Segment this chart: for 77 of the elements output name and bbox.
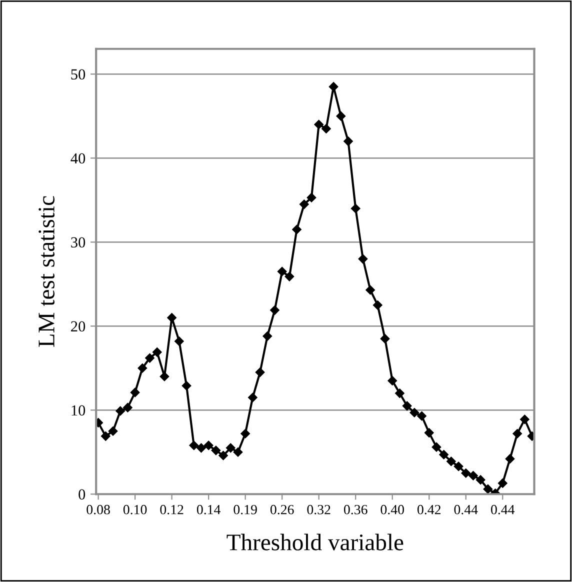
point: [240, 429, 250, 438]
x-tick-label: 0.42: [418, 504, 441, 514]
point: [123, 402, 132, 412]
point: [218, 450, 228, 460]
point: [306, 192, 316, 202]
point: [417, 411, 426, 421]
point: [336, 111, 346, 121]
point: [248, 392, 258, 402]
point: [314, 120, 324, 130]
point: [233, 447, 243, 457]
point: [174, 336, 184, 346]
point: [138, 363, 148, 373]
point: [366, 285, 375, 295]
x-tick-label: 0.44: [491, 504, 515, 514]
point: [350, 204, 360, 214]
point: [167, 313, 176, 322]
point: [395, 388, 404, 398]
x-tick-label: 0.08: [86, 504, 110, 514]
x-tick-label: 0.40: [380, 504, 404, 514]
y-tick-label: 20: [71, 321, 86, 332]
y-axis-title: LM test statistic: [38, 196, 54, 347]
point: [520, 414, 530, 424]
x-tick-label: 0.12: [160, 504, 184, 514]
point: [277, 266, 287, 276]
point: [373, 300, 382, 310]
y-tick-label: 10: [72, 405, 86, 416]
x-tick-label: 0.32: [307, 504, 330, 514]
point: [344, 136, 353, 146]
point: [322, 124, 331, 134]
point: [476, 475, 486, 484]
point: [101, 432, 110, 441]
point: [468, 471, 478, 480]
y-tick-label: 50: [71, 69, 86, 80]
point: [284, 272, 294, 282]
point: [196, 443, 206, 453]
point: [262, 332, 272, 341]
point: [439, 450, 448, 460]
point: [424, 428, 434, 438]
point: [130, 388, 140, 398]
point: [498, 478, 508, 488]
point: [410, 408, 420, 418]
point: [300, 200, 309, 209]
point: [446, 456, 456, 466]
x-tick-label: 0.26: [270, 504, 294, 514]
y-tick-label: 0: [78, 489, 86, 500]
point: [211, 446, 221, 456]
point: [461, 468, 471, 478]
x-tick-label: 0.14: [196, 504, 221, 514]
point: [505, 454, 515, 464]
point: [358, 254, 368, 264]
x-axis-title: Threshold variable: [226, 534, 404, 550]
x-tick-label: 0.19: [234, 504, 257, 514]
x-tick-label: 0.10: [123, 504, 147, 514]
point: [402, 401, 412, 411]
x-tick-label: 0.36: [344, 504, 368, 514]
point: [160, 372, 170, 382]
point: [152, 348, 162, 357]
point: [204, 440, 214, 450]
y-tick-label: 40: [70, 153, 86, 164]
x-tick-label: 0.44: [454, 504, 478, 514]
point: [454, 462, 464, 472]
point: [189, 440, 198, 450]
point: [270, 306, 280, 315]
point: [116, 406, 125, 416]
point: [432, 442, 442, 452]
point: [255, 368, 265, 377]
point: [182, 381, 192, 390]
point: [108, 426, 118, 436]
y-tick-label: 30: [71, 237, 86, 248]
point: [226, 443, 236, 453]
point: [512, 429, 522, 438]
point: [380, 334, 390, 344]
point: [292, 224, 302, 234]
point: [388, 376, 397, 386]
point: [328, 82, 338, 92]
point: [483, 484, 493, 494]
point: [145, 353, 154, 363]
